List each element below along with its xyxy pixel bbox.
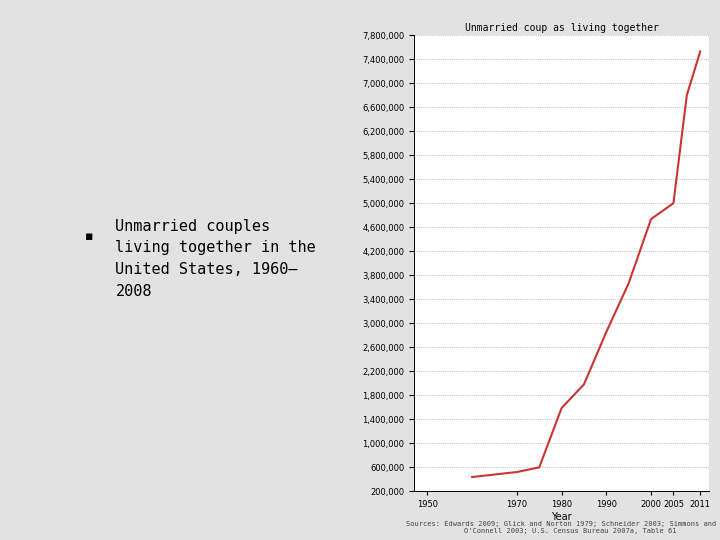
Text: ▪: ▪ [84,230,93,242]
Title: Unmarried coup as living together: Unmarried coup as living together [464,23,659,33]
Text: Sources: Edwards 2009; Glick and Norton 1979; Schneider 2003; Simmons and
    O': Sources: Edwards 2009; Glick and Norton … [407,521,716,534]
X-axis label: Year: Year [552,512,572,522]
Text: Unmarried couples
living together in the
United States, 1960–
2008: Unmarried couples living together in the… [115,219,316,299]
